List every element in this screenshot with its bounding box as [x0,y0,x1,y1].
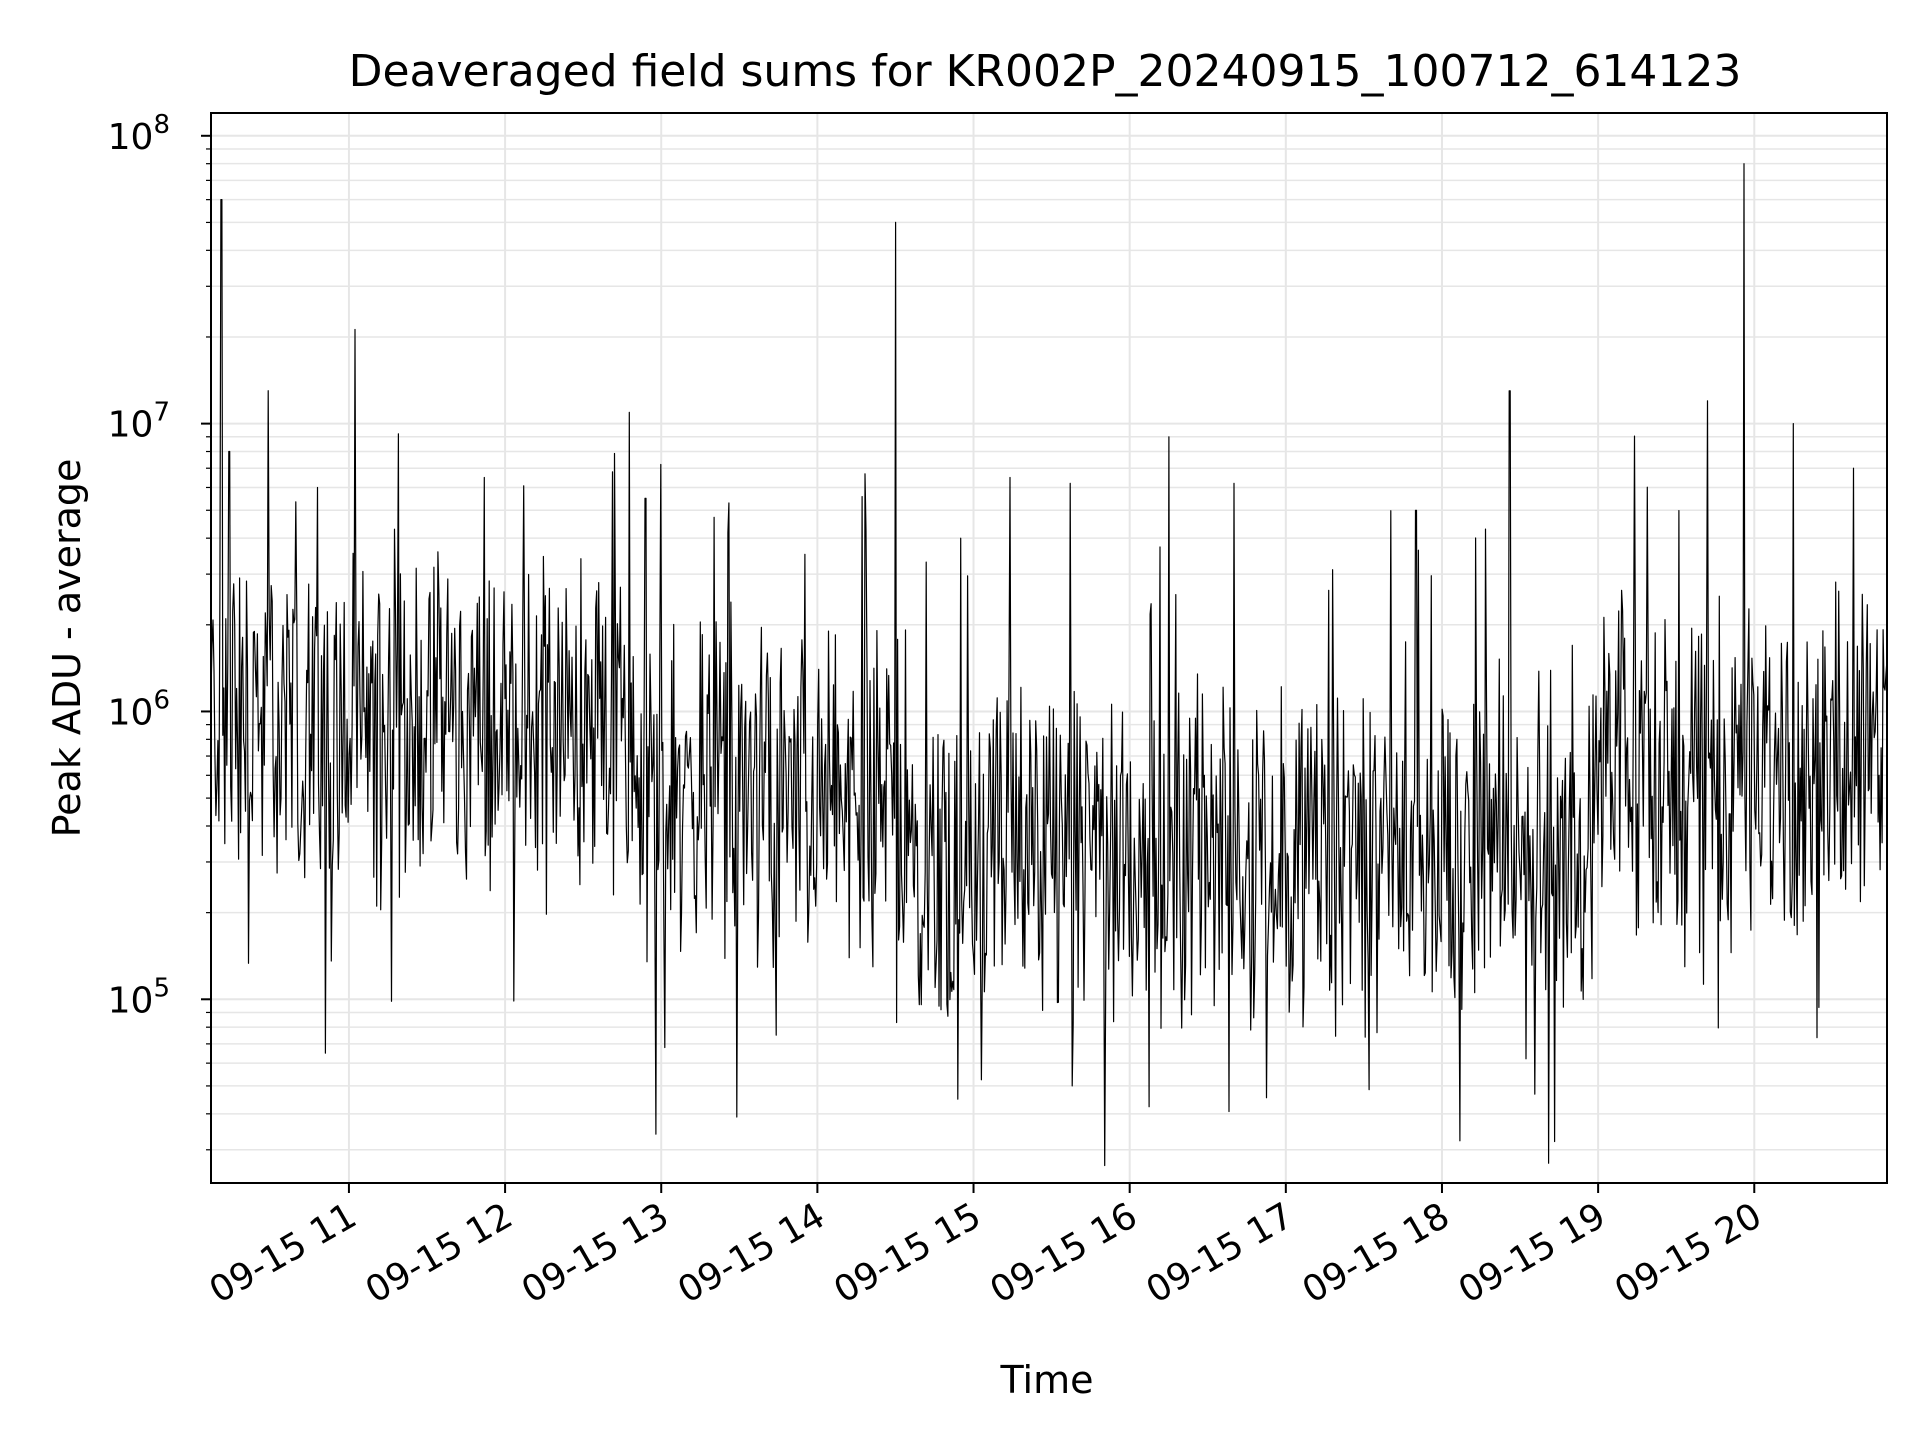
x-tick-label: 09-15 19 [1452,1195,1613,1311]
x-tick-label: 09-15 17 [1140,1195,1301,1311]
x-tick-label: 09-15 11 [203,1195,364,1311]
x-tick-label: 09-15 16 [984,1195,1145,1311]
series-line [210,163,1888,1167]
y-tick-label: 107 [108,398,170,446]
chart-title: Deaveraged field sums for KR002P_2024091… [349,46,1742,97]
x-tick-label: 09-15 14 [671,1195,832,1311]
y-tick-label: 108 [108,110,170,158]
plot-frame [210,112,1888,1184]
x-tick-label: 09-15 13 [515,1195,676,1311]
x-tick-label: 09-15 18 [1296,1195,1457,1311]
x-tick-label: 09-15 20 [1608,1195,1769,1311]
x-axis-label: Time [1000,1358,1094,1402]
y-axis-ticks: 105 106 107 108 [108,110,211,1151]
y-tick-label: 105 [108,973,170,1021]
y-tick-label: 106 [108,685,170,733]
y-axis-label: Peak ADU - average [45,459,89,838]
x-tick-label: 09-15 15 [827,1195,988,1311]
x-tick-label: 09-15 12 [359,1195,520,1311]
